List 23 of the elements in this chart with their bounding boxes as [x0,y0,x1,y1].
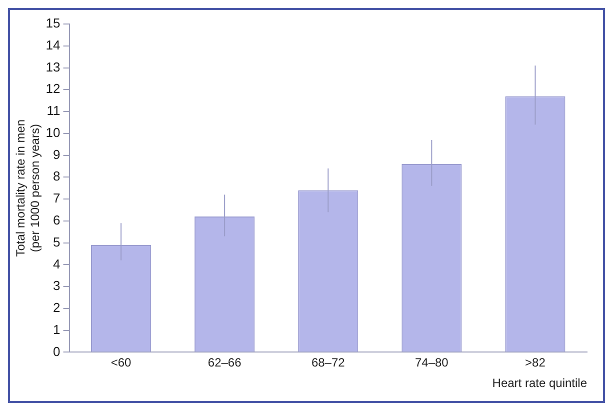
y-tick-label: 11 [46,103,60,118]
y-tick-label: 14 [46,37,60,52]
y-tick-label: 7 [53,190,60,206]
y-tick-label: 15 [46,16,60,31]
y-tick-label: 9 [53,146,60,162]
y-tick-label: 12 [46,81,60,96]
y-tick-label: 3 [53,278,60,294]
x-tick-label: 62–66 [208,356,242,370]
y-tick-label: 2 [53,300,60,316]
y-tick-label: 1 [53,322,60,337]
y-tick-label: 0 [53,344,60,359]
x-tick-label: 68–72 [311,356,346,370]
y-tick-label: 6 [53,212,60,228]
y-tick-label: 4 [53,256,60,272]
y-axis-title: Total mortality rate in men (per 1000 person years) [14,119,42,257]
x-tick-label: >82 [525,356,546,370]
y-tick-label: 8 [53,168,60,184]
y-tick-label: 10 [46,124,60,140]
y-tick-label: 5 [53,234,60,250]
x-tick-label: <60 [110,356,132,370]
y-tick-label: 13 [46,59,60,74]
x-axis-title: Heart rate quintile [492,376,588,390]
x-tick-label: 74–80 [414,356,449,370]
